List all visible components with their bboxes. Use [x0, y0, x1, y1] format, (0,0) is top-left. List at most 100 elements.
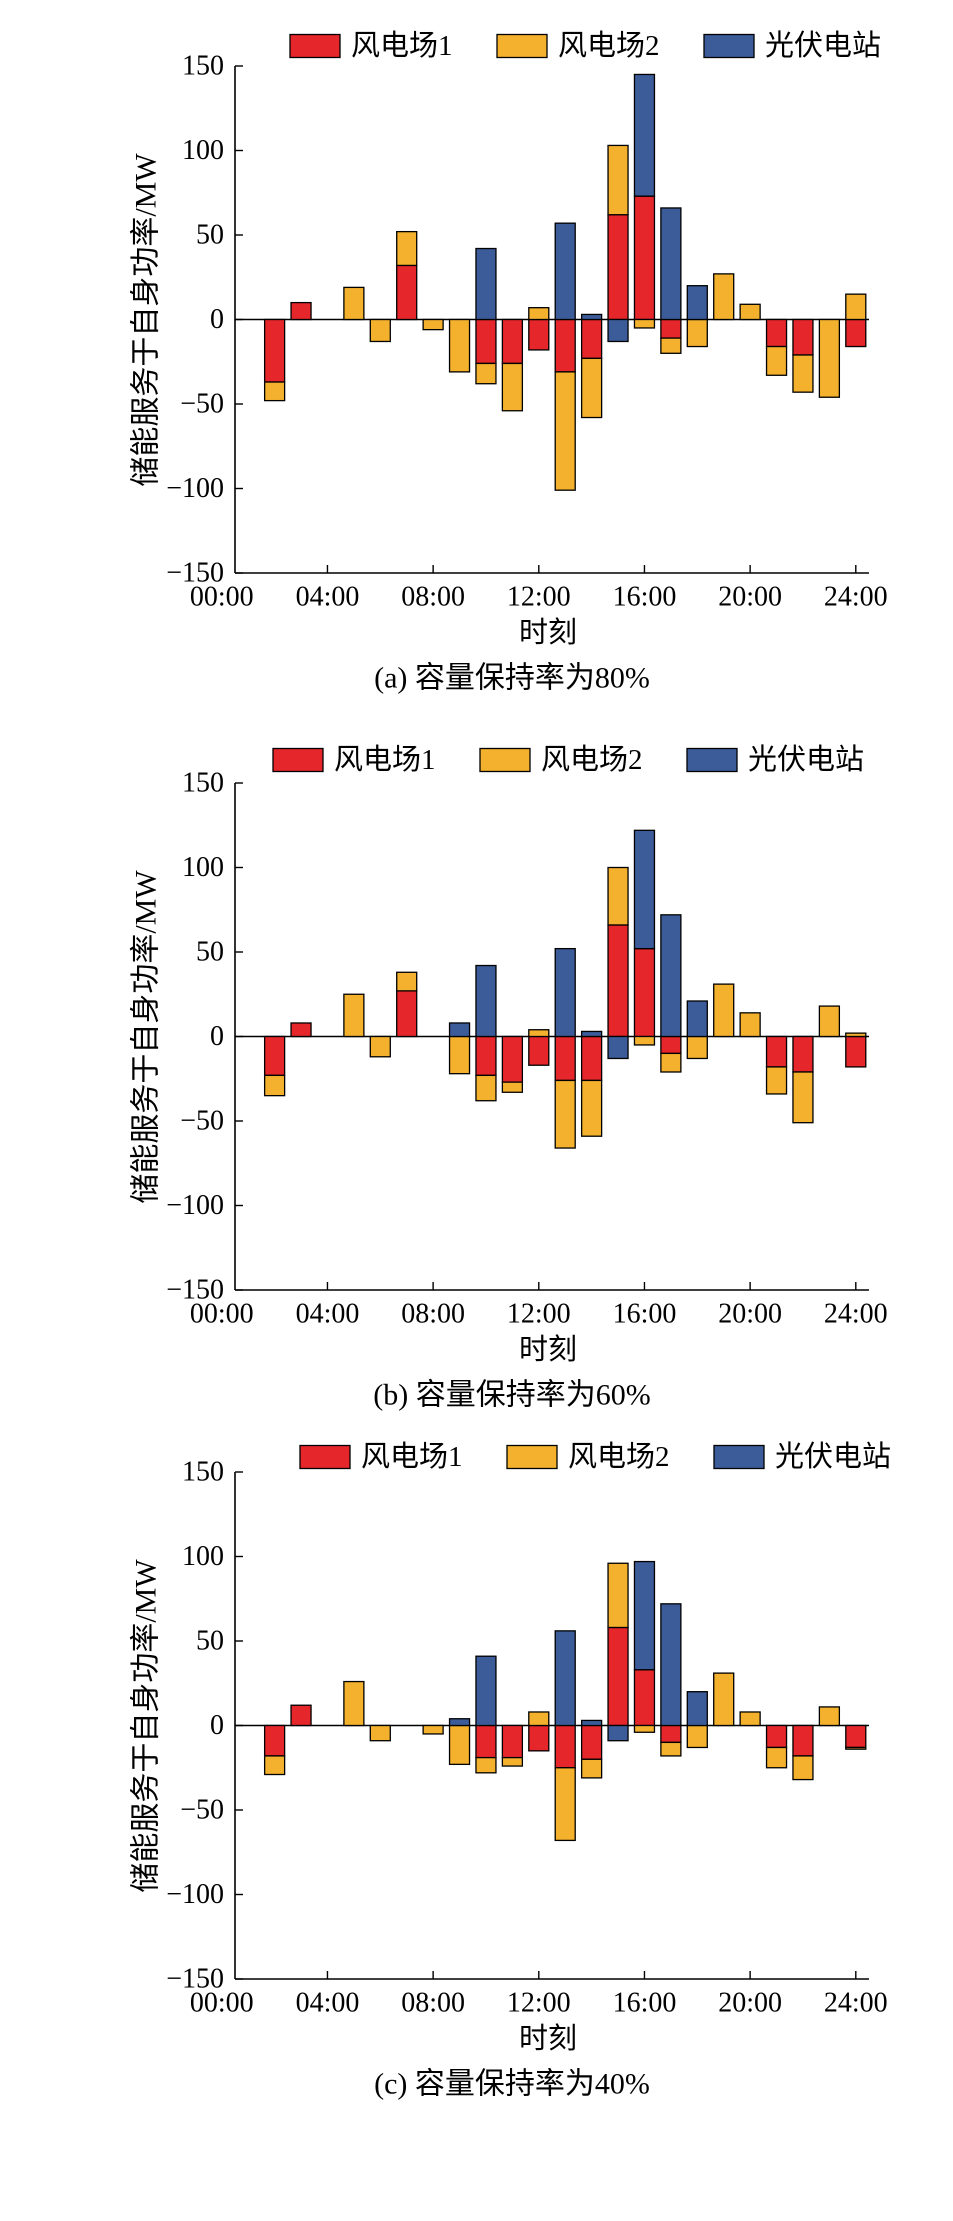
legend-swatch-pv-station — [713, 1444, 765, 1470]
x-tick-label: 04:00 — [296, 1988, 360, 2019]
bar-pv-station-0900 — [448, 1022, 471, 1038]
bar-wind-farm-2-2400 — [845, 293, 867, 321]
y-tick-label: −100 — [166, 1879, 224, 1910]
bar-wind-farm-1-1200 — [528, 1724, 550, 1752]
bar-wind-farm-1-1600 — [633, 1669, 656, 1727]
y-tick-label: 100 — [182, 1541, 224, 1572]
bar-wind-farm-1-1400 — [580, 1724, 603, 1760]
bar-wind-farm-1-1600 — [633, 947, 656, 1038]
bar-wind-farm-2-1700 — [660, 1052, 682, 1073]
bar-wind-farm-2-1600 — [633, 318, 656, 329]
y-tick-label: 50 — [196, 1626, 224, 1657]
bar-wind-farm-1-1500 — [607, 924, 629, 1038]
bar-pv-station-1500 — [607, 1035, 629, 1060]
legend-swatch-wind-farm-2 — [496, 33, 548, 59]
y-tick-label: −50 — [180, 389, 224, 420]
bar-wind-farm-2-2400 — [845, 1032, 867, 1038]
bar-wind-farm-2-1300 — [554, 1767, 576, 1842]
y-tick-label: −150 — [166, 558, 224, 589]
legend-label-pv-station: 光伏电站 — [765, 29, 881, 62]
bar-wind-farm-2-1000 — [475, 1756, 497, 1774]
bar-wind-farm-2-1400 — [580, 1079, 603, 1137]
x-tick-label: 20:00 — [718, 582, 782, 613]
bar-wind-farm-1-1500 — [607, 1626, 629, 1727]
bar-pv-station-1500 — [607, 318, 629, 343]
bar-pv-station-1700 — [660, 914, 682, 1038]
bar-wind-farm-2-0600 — [369, 1724, 391, 1742]
chart-panel-b: 风电场1 风电场2 光伏电站 储能服务于自身功率/MW 150 100 50 0 −50… — [130, 743, 888, 1412]
bar-pv-station-1500 — [607, 1724, 629, 1742]
bar-wind-farm-1-1000 — [475, 1724, 497, 1759]
y-tick-label: 150 — [182, 768, 224, 799]
bar-wind-farm-1-1100 — [501, 1724, 524, 1759]
y-tick-label: −50 — [180, 1106, 224, 1137]
bar-wind-farm-1-1100 — [501, 1035, 524, 1083]
x-axis-label: 时刻 — [519, 2022, 577, 2055]
legend-swatch-wind-farm-1 — [289, 33, 341, 59]
legend-swatch-wind-farm-1 — [299, 1444, 351, 1470]
x-tick-label: 24:00 — [824, 1299, 888, 1330]
bar-pv-station-1600 — [633, 1560, 656, 1671]
bar-wind-farm-1-2200 — [792, 318, 814, 356]
bar-pv-station-1800 — [686, 285, 708, 321]
bar-wind-farm-2-0800 — [422, 1724, 444, 1735]
bar-wind-farm-2-0200 — [263, 381, 286, 402]
figure-caption: (c) 容量保持率为40% — [374, 2068, 650, 2101]
bar-wind-farm-1-0200 — [263, 1035, 286, 1077]
bar-wind-farm-1-1000 — [475, 318, 497, 365]
legend: 风电场1 风电场2 光伏电站 — [299, 1440, 891, 1473]
bar-pv-station-1700 — [660, 1603, 682, 1727]
x-tick-label: 04:00 — [296, 582, 360, 613]
bar-wind-farm-1-1300 — [554, 1035, 576, 1082]
x-tick-label: 12:00 — [507, 1299, 571, 1330]
legend-swatch-pv-station — [686, 747, 738, 773]
y-tick-label: −50 — [180, 1795, 224, 1826]
bar-wind-farm-2-1900 — [713, 1672, 735, 1727]
bar-wind-farm-2-1700 — [660, 1741, 682, 1757]
bar-wind-farm-1-1700 — [660, 318, 682, 339]
bar-wind-farm-1-0700 — [396, 264, 418, 321]
chart-panel-c: 风电场1 风电场2 光伏电站 储能服务于自身功率/MW 150 100 50 0 −50… — [130, 1440, 892, 2101]
y-tick-label: 150 — [182, 51, 224, 82]
bar-pv-station-1400 — [580, 1030, 603, 1038]
bar-wind-farm-1-0300 — [290, 1022, 312, 1038]
y-tick-label: −100 — [166, 1190, 224, 1221]
legend-label-wind-farm-1: 风电场1 — [334, 743, 436, 776]
bar-pv-station-0900 — [448, 1718, 471, 1727]
bar-wind-farm-2-2200 — [792, 1755, 814, 1781]
bar-wind-farm-1-0300 — [290, 301, 312, 321]
bar-pv-station-1300 — [554, 222, 576, 321]
bar-wind-farm-1-2400 — [845, 1035, 867, 1068]
y-tick-label: 100 — [182, 852, 224, 883]
bar-wind-farm-1-1100 — [501, 318, 524, 365]
y-tick-label: 0 — [210, 1021, 224, 1052]
x-tick-label: 04:00 — [296, 1299, 360, 1330]
x-tick-label: 16:00 — [613, 582, 677, 613]
legend-swatch-pv-station — [703, 33, 755, 59]
figure-caption: (b) 容量保持率为60% — [373, 1379, 650, 1412]
bar-wind-farm-2-0800 — [422, 318, 444, 331]
x-axis-label: 时刻 — [519, 1333, 577, 1366]
bar-wind-farm-2-0900 — [448, 1724, 471, 1766]
bar-wind-farm-2-1400 — [580, 1758, 603, 1779]
y-axis-label: 储能服务于自身功率/MW — [130, 1559, 163, 1893]
y-tick-label: −150 — [166, 1964, 224, 1995]
bar-wind-farm-2-0500 — [343, 286, 365, 321]
bar-wind-farm-1-1600 — [633, 195, 656, 321]
legend-swatch-wind-farm-2 — [506, 1444, 558, 1470]
y-tick-label: 50 — [196, 220, 224, 251]
bar-wind-farm-2-1500 — [607, 1562, 629, 1629]
bar-wind-farm-1-1300 — [554, 318, 576, 373]
bar-wind-farm-2-0200 — [263, 1755, 286, 1776]
bar-wind-farm-1-2100 — [765, 1035, 788, 1068]
figure-caption: (a) 容量保持率为80% — [374, 662, 650, 695]
bar-wind-farm-2-1800 — [686, 1035, 708, 1060]
bar-wind-farm-2-0600 — [369, 1035, 391, 1058]
x-tick-label: 16:00 — [613, 1988, 677, 2019]
bar-wind-farm-2-1800 — [686, 1724, 708, 1749]
bar-wind-farm-2-1000 — [475, 362, 497, 385]
bar-pv-station-1800 — [686, 1691, 708, 1727]
